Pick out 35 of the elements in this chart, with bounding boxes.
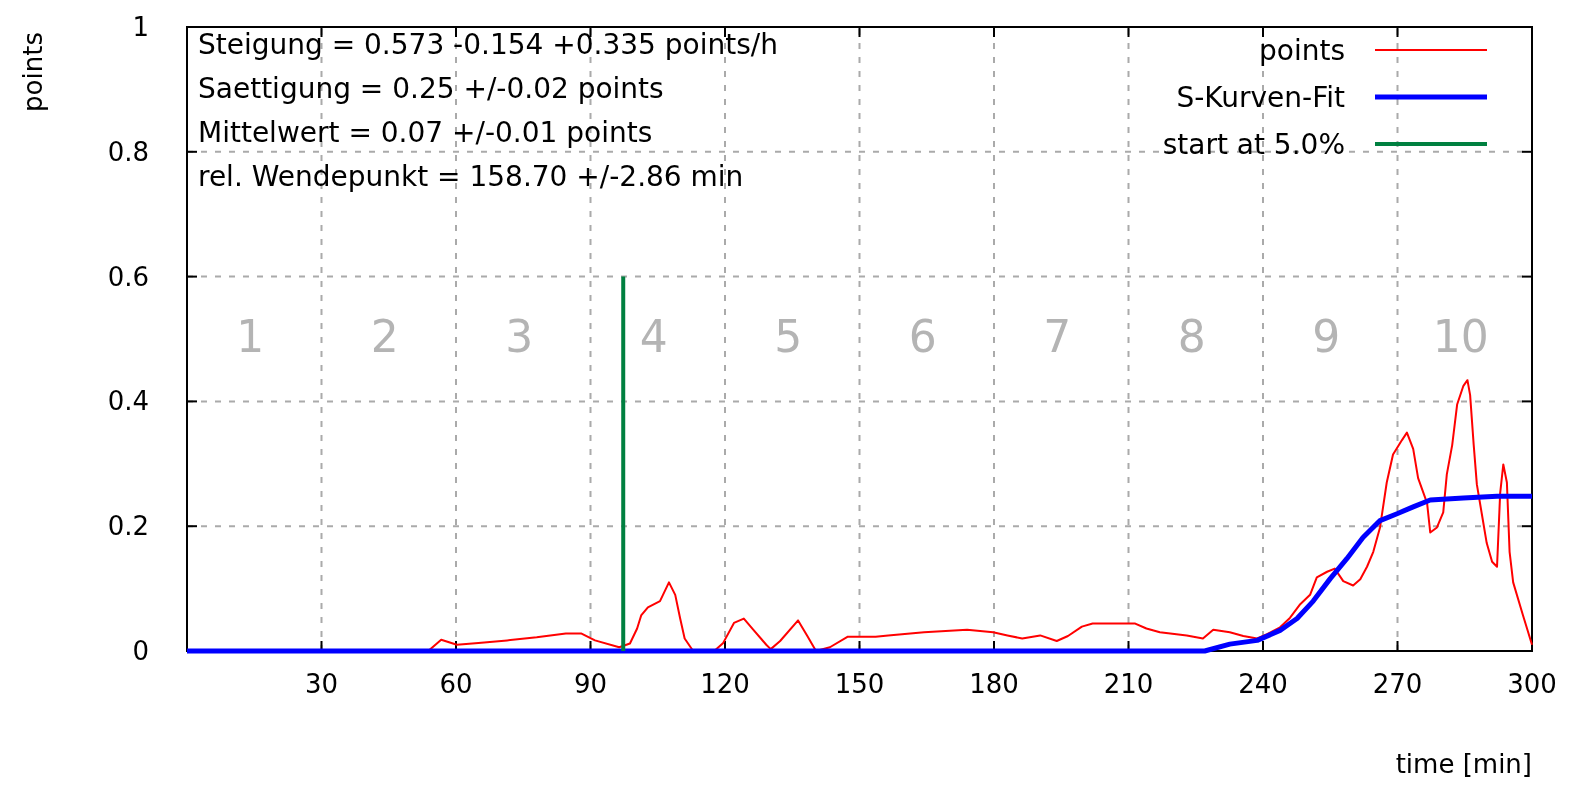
annotation: 7 (1043, 310, 1072, 362)
annotation: 9 (1312, 310, 1341, 362)
x-tick-label: 150 (834, 669, 885, 699)
legend-label: points (1259, 33, 1345, 67)
legend-label: S-Kurven-Fit (1176, 80, 1346, 114)
annotation: rel. Wendepunkt = 158.70 +/-2.86 min (198, 160, 744, 193)
annotation: 5 (774, 310, 803, 362)
x-axis-title: time [min] (1395, 749, 1532, 779)
annotation: Saettigung = 0.25 +/-0.02 points (198, 72, 664, 105)
annotation: 3 (505, 310, 534, 362)
y-tick-label: 0.4 (107, 386, 149, 417)
x-tick-label: 240 (1238, 669, 1288, 699)
y-tick-label: 0.8 (107, 136, 149, 167)
annotation: 10 (1432, 310, 1489, 362)
x-tick-label: 180 (969, 669, 1019, 699)
x-tick-label: 300 (1507, 669, 1557, 699)
annotation: 1 (236, 310, 265, 362)
annotation: 8 (1177, 310, 1206, 362)
annotation: Mittelwert = 0.07 +/-0.01 points (198, 116, 653, 149)
annotation: 2 (370, 310, 399, 362)
y-tick-label: 0 (132, 636, 149, 666)
x-tick-label: 60 (439, 669, 473, 699)
y-tick-label: 0.6 (107, 261, 149, 292)
x-tick-label: 120 (700, 669, 750, 699)
y-axis-title: points (18, 32, 48, 112)
annotation: 6 (908, 310, 937, 362)
annotation: 4 (639, 310, 668, 362)
y-tick-label: 1 (132, 12, 149, 42)
y-tick-label: 0.2 (107, 511, 149, 542)
x-tick-label: 270 (1372, 669, 1423, 699)
legend-label: start at 5.0% (1162, 127, 1345, 161)
x-tick-label: 210 (1103, 669, 1154, 699)
x-tick-label: 30 (304, 669, 339, 699)
annotation: Steigung = 0.573 -0.154 +0.335 points/h (198, 28, 778, 61)
x-tick-label: 90 (573, 669, 608, 699)
